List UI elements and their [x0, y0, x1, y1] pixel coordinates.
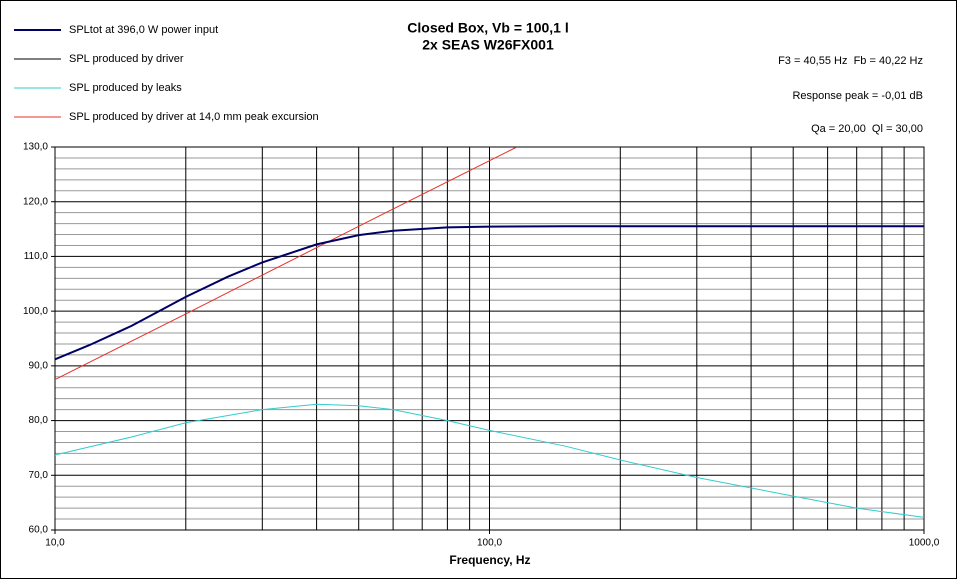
annotation: Qa = 20,00 Ql = 30,00 [811, 123, 923, 135]
annotation: Response peak = -0,01 dB [792, 90, 923, 102]
series-line [55, 147, 517, 380]
y-tick-label: 90,0 [29, 360, 49, 371]
y-tick-label: 130,0 [23, 142, 48, 153]
y-tick-label: 80,0 [29, 415, 49, 426]
legend-label: SPL produced by leaks [69, 82, 182, 94]
chart-title: Closed Box, Vb = 100,1 l [407, 20, 568, 36]
y-tick-label: 60,0 [29, 525, 49, 536]
chart-subtitle: 2x SEAS W26FX001 [422, 37, 554, 53]
y-tick-label: 120,0 [23, 196, 48, 207]
x-axis-label: Frequency, Hz [449, 553, 530, 567]
annotation: F3 = 40,55 Hz Fb = 40,22 Hz [778, 55, 923, 67]
y-tick-label: 110,0 [24, 251, 49, 262]
plot-frame [54, 146, 925, 531]
x-tick-label: 10,0 [45, 538, 65, 549]
series-line [55, 403, 924, 518]
legend-label: SPL produced by driver [69, 53, 184, 65]
y-tick-label: 70,0 [29, 470, 49, 481]
legend-label: SPLtot at 396,0 W power input [69, 24, 218, 36]
legend-label: SPL produced by driver at 14,0 mm peak e… [69, 111, 319, 123]
y-tick-label: 100,0 [23, 306, 48, 317]
x-tick-label: 100,0 [477, 538, 502, 549]
x-tick-label: 1000,0 [909, 538, 940, 549]
series-line [55, 225, 924, 361]
